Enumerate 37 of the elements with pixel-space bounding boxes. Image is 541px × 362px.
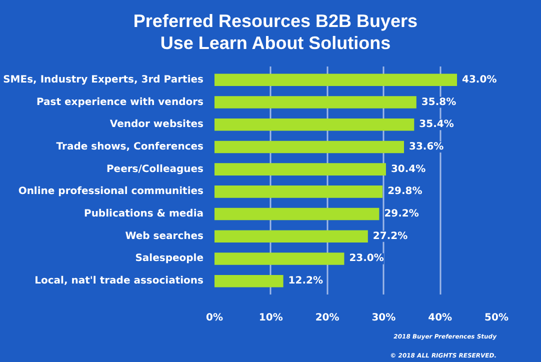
bar bbox=[214, 252, 344, 265]
data-label: 43.0% bbox=[462, 74, 497, 86]
y-tick-label: Salespeople bbox=[135, 253, 204, 264]
x-tick-label: 40% bbox=[428, 312, 452, 324]
data-label: 29.2% bbox=[384, 208, 419, 220]
chart-title: Preferred Resources B2B Buyers Use Learn About Solutions bbox=[132, 10, 419, 54]
bar bbox=[214, 230, 368, 243]
x-tick-label: 30% bbox=[372, 312, 396, 324]
data-label: 29.8% bbox=[388, 186, 422, 198]
bar bbox=[214, 274, 284, 288]
y-tick-label: SMEs, Industry Experts, 3rd Parties bbox=[3, 74, 204, 86]
x-tick-label: 50% bbox=[484, 312, 508, 324]
y-tick-label: Online professional communities bbox=[18, 186, 204, 198]
data-label: 12.2% bbox=[288, 276, 324, 287]
bar bbox=[214, 163, 386, 176]
data-label: 30.4% bbox=[390, 164, 426, 175]
y-tick-label: Trade shows, Conferences bbox=[56, 141, 204, 152]
x-tick-label: 0% bbox=[206, 312, 223, 324]
bar bbox=[214, 186, 383, 198]
x-tick-label: 10% bbox=[258, 312, 283, 324]
y-tick-label: Vendor websites bbox=[110, 119, 204, 130]
data-label: 23.0% bbox=[349, 253, 384, 264]
bar bbox=[214, 74, 458, 86]
bar bbox=[214, 96, 416, 108]
y-tick-label: Web searches bbox=[125, 230, 204, 242]
x-tick-label: 20% bbox=[315, 312, 340, 324]
bar bbox=[214, 118, 414, 131]
y-tick-label: Local, nat'l trade associations bbox=[34, 276, 204, 287]
data-label: 35.4% bbox=[419, 119, 454, 130]
y-tick-label: Past experience with vendors bbox=[36, 96, 204, 108]
data-label: 27.2% bbox=[372, 230, 408, 242]
bar bbox=[214, 208, 380, 220]
data-label: 35.8% bbox=[421, 96, 456, 108]
y-tick-label: Publications & media bbox=[84, 208, 204, 220]
bar bbox=[214, 140, 404, 154]
y-tick-label: Peers/Colleagues bbox=[106, 164, 204, 175]
data-label: 33.6% bbox=[409, 141, 444, 152]
